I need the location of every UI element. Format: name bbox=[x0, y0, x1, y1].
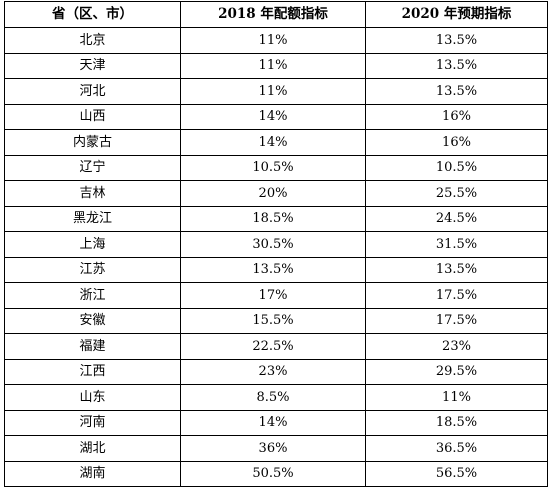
table-row: 天津 11% 13.5% bbox=[4, 52, 548, 79]
cell-2020-target: 23% bbox=[365, 333, 548, 360]
cell-2018-quota: 23% bbox=[180, 358, 366, 385]
cell-province: 福建 bbox=[4, 333, 181, 360]
cell-province: 黑龙江 bbox=[4, 205, 181, 232]
cell-2018-quota: 30.5% bbox=[180, 231, 366, 258]
cell-2018-quota: 11% bbox=[180, 78, 366, 105]
cell-2018-quota: 50.5% bbox=[180, 460, 366, 487]
table-row: 吉林 20% 25.5% bbox=[4, 180, 548, 207]
cell-province: 山西 bbox=[4, 103, 181, 130]
cell-2018-quota: 11% bbox=[180, 27, 366, 54]
cell-province: 浙江 bbox=[4, 282, 181, 309]
cell-2018-quota: 17% bbox=[180, 282, 366, 309]
header-2020-target: 2020 年预期指标 bbox=[365, 1, 548, 28]
cell-2020-target: 16% bbox=[365, 103, 548, 130]
cell-2020-target: 16% bbox=[365, 129, 548, 156]
cell-province: 山东 bbox=[4, 384, 181, 411]
table-row: 江西 23% 29.5% bbox=[4, 358, 548, 385]
cell-2020-target: 18.5% bbox=[365, 409, 548, 436]
cell-province: 辽宁 bbox=[4, 154, 181, 181]
table-row: 河北 11% 13.5% bbox=[4, 78, 548, 105]
quota-table: 省（区、市） 2018 年配额指标 2020 年预期指标 北京 11% 13.5% 天… bbox=[4, 1, 548, 487]
table-row: 辽宁 10.5% 10.5% bbox=[4, 154, 548, 181]
table-row: 山西 14% 16% bbox=[4, 103, 548, 130]
cell-province: 江苏 bbox=[4, 256, 181, 283]
cell-province: 安徽 bbox=[4, 307, 181, 334]
cell-2020-target: 24.5% bbox=[365, 205, 548, 232]
cell-2018-quota: 11% bbox=[180, 52, 366, 79]
table-row: 湖北 36% 36.5% bbox=[4, 435, 548, 462]
table-row: 江苏 13.5% 13.5% bbox=[4, 256, 548, 283]
cell-2020-target: 36.5% bbox=[365, 435, 548, 462]
cell-2020-target: 13.5% bbox=[365, 27, 548, 54]
cell-province: 江西 bbox=[4, 358, 181, 385]
table-row: 上海 30.5% 31.5% bbox=[4, 231, 548, 258]
table-row: 湖南 50.5% 56.5% bbox=[4, 460, 548, 487]
table-row: 福建 22.5% 23% bbox=[4, 333, 548, 360]
cell-province: 湖北 bbox=[4, 435, 181, 462]
cell-2018-quota: 15.5% bbox=[180, 307, 366, 334]
cell-2020-target: 17.5% bbox=[365, 282, 548, 309]
cell-2020-target: 17.5% bbox=[365, 307, 548, 334]
table-row: 安徽 15.5% 17.5% bbox=[4, 307, 548, 334]
cell-2020-target: 25.5% bbox=[365, 180, 548, 207]
table-row: 北京 11% 13.5% bbox=[4, 27, 548, 54]
cell-2020-target: 31.5% bbox=[365, 231, 548, 258]
header-2018-quota: 2018 年配额指标 bbox=[180, 1, 366, 28]
header-province: 省（区、市） bbox=[4, 1, 181, 28]
cell-2018-quota: 18.5% bbox=[180, 205, 366, 232]
table-body: 北京 11% 13.5% 天津 11% 13.5% 河北 11% 13.5% 山西 14% 16% 内蒙… bbox=[4, 27, 548, 487]
cell-2020-target: 13.5% bbox=[365, 52, 548, 79]
cell-province: 吉林 bbox=[4, 180, 181, 207]
cell-province: 上海 bbox=[4, 231, 181, 258]
cell-2020-target: 10.5% bbox=[365, 154, 548, 181]
table-row: 山东 8.5% 11% bbox=[4, 384, 548, 411]
cell-2018-quota: 8.5% bbox=[180, 384, 366, 411]
cell-province: 河北 bbox=[4, 78, 181, 105]
cell-province: 内蒙古 bbox=[4, 129, 181, 156]
cell-2018-quota: 13.5% bbox=[180, 256, 366, 283]
cell-2020-target: 56.5% bbox=[365, 460, 548, 487]
cell-2018-quota: 22.5% bbox=[180, 333, 366, 360]
cell-2020-target: 13.5% bbox=[365, 78, 548, 105]
cell-province: 河南 bbox=[4, 409, 181, 436]
cell-2018-quota: 14% bbox=[180, 103, 366, 130]
table-row: 内蒙古 14% 16% bbox=[4, 129, 548, 156]
cell-province: 湖南 bbox=[4, 460, 181, 487]
cell-2020-target: 11% bbox=[365, 384, 548, 411]
cell-2018-quota: 14% bbox=[180, 129, 366, 156]
cell-2020-target: 13.5% bbox=[365, 256, 548, 283]
table-row: 浙江 17% 17.5% bbox=[4, 282, 548, 309]
cell-2018-quota: 14% bbox=[180, 409, 366, 436]
cell-2018-quota: 20% bbox=[180, 180, 366, 207]
cell-province: 天津 bbox=[4, 52, 181, 79]
table-row: 河南 14% 18.5% bbox=[4, 409, 548, 436]
cell-2020-target: 29.5% bbox=[365, 358, 548, 385]
cell-2018-quota: 10.5% bbox=[180, 154, 366, 181]
table-header-row: 省（区、市） 2018 年配额指标 2020 年预期指标 bbox=[4, 1, 548, 28]
cell-province: 北京 bbox=[4, 27, 181, 54]
cell-2018-quota: 36% bbox=[180, 435, 366, 462]
table-row: 黑龙江 18.5% 24.5% bbox=[4, 205, 548, 232]
